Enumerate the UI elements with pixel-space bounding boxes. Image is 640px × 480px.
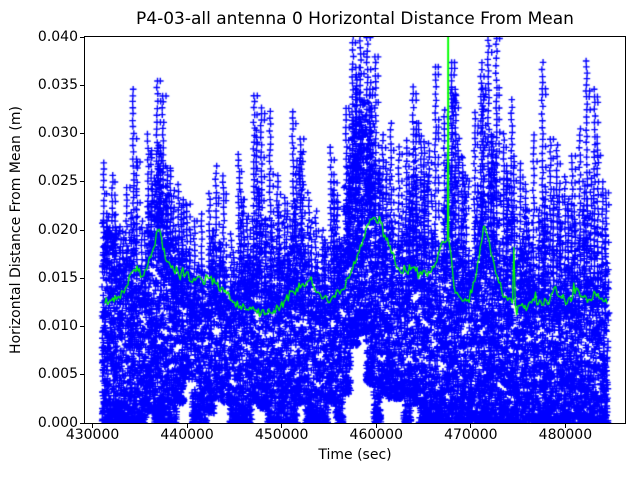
y-tick-mark xyxy=(80,84,84,86)
y-tick-mark xyxy=(80,181,84,183)
y-tick-mark xyxy=(80,133,84,134)
x-tick-label: 480000 xyxy=(538,427,593,443)
y-tick-label: 0.010 xyxy=(37,318,78,334)
y-tick-mark xyxy=(80,277,84,279)
y-tick-label: 0.030 xyxy=(37,125,78,141)
x-tick-label: 430000 xyxy=(65,427,120,443)
chart-canvas xyxy=(85,37,625,423)
y-tick-mark xyxy=(80,422,84,424)
y-tick-mark xyxy=(80,229,84,231)
y-tick-mark xyxy=(80,326,84,327)
y-tick-label: 0.000 xyxy=(37,414,78,431)
y-tick-label: 0.020 xyxy=(37,221,78,238)
x-tick-mark xyxy=(375,424,377,428)
y-tick-label: 0.015 xyxy=(37,269,78,286)
x-tick-label: 440000 xyxy=(160,427,214,443)
y-tick-label: 0.005 xyxy=(37,366,78,383)
plot-area xyxy=(84,36,626,424)
x-tick-label: 450000 xyxy=(254,427,309,443)
x-tick-mark xyxy=(564,424,566,428)
x-tick-label: 460000 xyxy=(349,427,403,443)
x-tick-mark xyxy=(281,424,283,428)
chart-title: P4-03-all antenna 0 Horizontal Distance … xyxy=(136,9,574,29)
y-tick-mark xyxy=(80,36,84,38)
y-tick-label: 0.035 xyxy=(37,76,78,93)
x-axis-label: Time (sec) xyxy=(318,447,392,463)
x-tick-label: 470000 xyxy=(444,427,498,443)
x-tick-mark xyxy=(186,424,188,428)
y-tick-mark xyxy=(80,374,84,376)
x-tick-mark xyxy=(92,424,94,428)
x-tick-mark xyxy=(470,424,472,428)
y-tick-label: 0.040 xyxy=(37,28,78,45)
y-axis-label: Horizontal Distance From Mean (m) xyxy=(8,106,24,354)
y-tick-label: 0.025 xyxy=(37,173,78,190)
